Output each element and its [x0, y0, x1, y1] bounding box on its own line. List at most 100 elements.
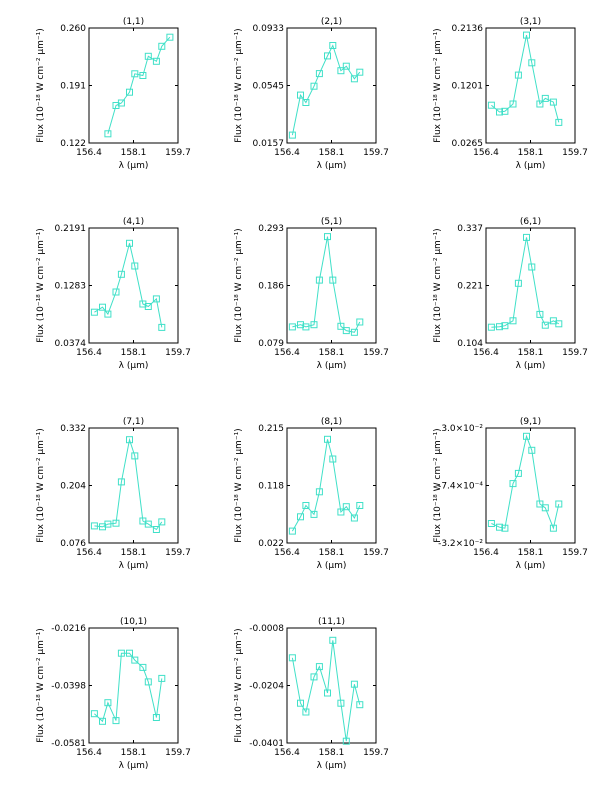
- data-point: [158, 323, 166, 331]
- plot-frame: [88, 427, 179, 544]
- data-point: [501, 524, 509, 532]
- data-point: [144, 303, 152, 310]
- y-tick-label: 0.104: [457, 339, 483, 349]
- y-axis-label: Flux (10⁻¹⁸ W cm⁻² μm⁻¹): [433, 28, 443, 142]
- data-point: [288, 527, 296, 535]
- data-point: [99, 717, 106, 725]
- data-point: [310, 673, 318, 681]
- data-point: [342, 737, 350, 745]
- data-point: [356, 318, 364, 326]
- data-point: [324, 233, 331, 241]
- data-point: [144, 678, 152, 686]
- data-point: [297, 699, 304, 707]
- panel-title: (2,1): [321, 17, 342, 27]
- series-line: [107, 36, 171, 134]
- plot-frame: [286, 427, 377, 544]
- data-point: [117, 99, 125, 107]
- data-point: [90, 710, 98, 718]
- data-point: [342, 62, 350, 70]
- data-point: [152, 57, 160, 65]
- data-point: [555, 118, 563, 126]
- data-point: [329, 455, 337, 463]
- x-axis-label: λ (μm): [516, 361, 546, 371]
- data-point: [112, 519, 120, 527]
- x-tick-label: 158.1: [121, 148, 147, 158]
- data-point: [144, 52, 152, 60]
- panel-title: (4,1): [123, 217, 144, 227]
- panel-title: (5,1): [321, 217, 342, 227]
- y-tick-label: 0.1201: [452, 82, 484, 92]
- x-tick-label: 158.1: [319, 148, 345, 158]
- data-point: [549, 98, 557, 106]
- panel-9: (9,1) 156.4 158.1 159.7 -3.2×10⁻² -7.4×10⁻⁴ 3.…: [433, 417, 588, 571]
- data-point: [158, 42, 166, 50]
- x-axis-label: λ (μm): [119, 761, 149, 771]
- data-point: [126, 436, 133, 444]
- series-line: [291, 640, 361, 742]
- data-point: [549, 524, 557, 532]
- data-point: [350, 680, 358, 688]
- y-tick-label: 0.0933: [253, 24, 285, 34]
- data-point: [297, 513, 304, 521]
- data-point: [131, 262, 139, 270]
- data-point: [302, 502, 310, 509]
- x-tick-label: 158.1: [518, 548, 544, 558]
- data-point: [288, 654, 296, 662]
- y-axis-label: Flux (10⁻¹⁸ W cm⁻² μm⁻¹): [234, 228, 244, 342]
- panel-1: (1,1) 156.4 158.1 159.7 0.122 0.191 0.260 λ (μm…: [36, 17, 191, 171]
- y-tick-label: 0.2191: [55, 224, 87, 234]
- data-point: [131, 452, 139, 460]
- data-point: [139, 72, 147, 79]
- data-point: [112, 288, 120, 296]
- y-tick-label: 0.204: [60, 482, 86, 492]
- y-tick-label: -0.0581: [51, 739, 86, 749]
- data-point: [158, 674, 166, 682]
- x-tick-label: 159.7: [363, 148, 389, 158]
- y-tick-label: -0.0008: [249, 624, 284, 634]
- data-point: [523, 31, 530, 39]
- data-point: [528, 446, 536, 454]
- data-point: [126, 649, 133, 657]
- data-point: [350, 514, 358, 522]
- y-axis-label: Flux (10⁻¹⁸ W cm⁻² μm⁻¹): [234, 628, 244, 742]
- series-line: [94, 437, 163, 531]
- data-point: [356, 701, 364, 709]
- data-point: [131, 70, 139, 78]
- data-point: [356, 68, 364, 76]
- data-point: [315, 663, 323, 671]
- panel-title: (3,1): [520, 17, 541, 27]
- y-axis-label: Flux (10⁻¹⁸ W cm⁻² μm⁻¹): [433, 228, 443, 342]
- x-tick-label: 156.4: [274, 748, 300, 758]
- panel-5: (5,1) 156.4 158.1 159.7 0.079 0.186 0.293 λ (μm…: [234, 217, 389, 371]
- data-point: [131, 656, 139, 664]
- data-point: [514, 279, 522, 287]
- data-point: [329, 42, 337, 49]
- x-tick-label: 159.7: [363, 348, 389, 358]
- data-point: [166, 33, 174, 41]
- data-point: [487, 323, 495, 331]
- x-tick-label: 156.4: [274, 348, 300, 358]
- data-point: [117, 649, 125, 657]
- data-point: [496, 108, 503, 116]
- y-tick-label: 0.1283: [55, 282, 87, 292]
- y-tick-label: 0.337: [457, 224, 483, 234]
- y-tick-label: 0.260: [60, 24, 86, 34]
- data-point: [302, 708, 310, 716]
- data-point: [310, 321, 318, 329]
- y-tick-label: 0.0374: [55, 339, 87, 349]
- data-point: [536, 310, 544, 318]
- data-point: [310, 82, 318, 90]
- x-tick-label: 156.4: [473, 548, 499, 558]
- series-line: [94, 652, 163, 723]
- data-point: [501, 322, 509, 330]
- y-axis-label: Flux (10⁻¹⁸ W cm⁻² μm⁻¹): [36, 628, 46, 742]
- plot-frame: [286, 227, 377, 344]
- x-tick-label: 156.4: [76, 548, 102, 558]
- data-point: [536, 100, 544, 108]
- data-point: [117, 270, 125, 278]
- y-tick-label: 0.2136: [452, 24, 484, 34]
- x-tick-label: 156.4: [76, 748, 102, 758]
- y-axis-label: Flux (10⁻¹⁸ W cm⁻² μm⁻¹): [36, 428, 46, 542]
- panel-title: (1,1): [123, 17, 144, 27]
